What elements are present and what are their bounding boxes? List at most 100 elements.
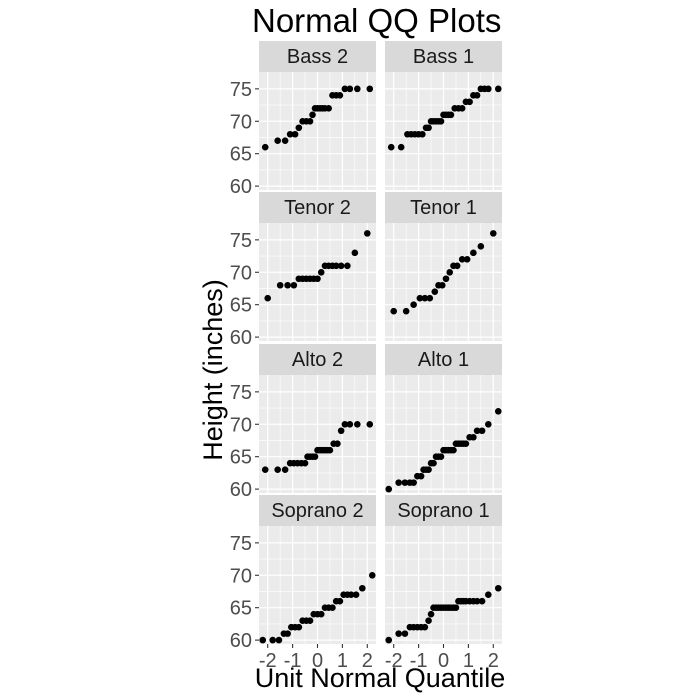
qq-point — [274, 137, 281, 145]
facet-strip-label: Tenor 2 — [284, 197, 351, 219]
qq-point — [317, 268, 325, 276]
qq-point — [401, 479, 409, 486]
qq-point — [489, 230, 497, 237]
facet-panel: Alto 2 60 65 70 75 — [230, 344, 376, 501]
qq-point — [485, 420, 492, 428]
qq-point — [438, 281, 446, 289]
qq-point — [284, 630, 291, 637]
y-tick-label: 70 — [230, 414, 252, 436]
qq-point — [395, 479, 402, 486]
qq-point — [354, 85, 361, 93]
qq-point — [286, 130, 294, 138]
qq-point — [478, 427, 486, 435]
qq-point — [431, 288, 439, 296]
qq-point — [326, 446, 334, 454]
qq-point — [352, 591, 360, 599]
facet-panel: Soprano 1 -2 -1 0 1 2 — [385, 495, 502, 672]
qq-point — [437, 117, 445, 125]
qq-point — [477, 243, 485, 250]
facet-panel: Alto 1 — [385, 344, 502, 493]
qq-point — [463, 256, 471, 263]
y-tick-label: 65 — [230, 447, 252, 469]
y-tick-label: 65 — [230, 144, 252, 166]
qq-point — [426, 294, 434, 302]
qq-point — [309, 111, 316, 119]
qq-point — [269, 636, 276, 644]
facet-strip-label: Alto 2 — [292, 349, 343, 371]
qq-point — [458, 256, 466, 263]
qq-point — [442, 275, 450, 283]
facet-panel: Bass 1 — [385, 41, 502, 190]
y-tick-label: 65 — [230, 598, 252, 620]
qq-point — [351, 249, 359, 257]
x-tick-label: 0 — [312, 650, 323, 672]
qq-point — [317, 610, 325, 618]
y-tick-label: 75 — [230, 533, 252, 555]
x-tick-label: 1 — [463, 650, 474, 672]
qq-point — [462, 440, 470, 448]
qq-point — [452, 604, 460, 611]
facet-strip-label: Alto 1 — [418, 349, 469, 371]
x-tick-label: 0 — [438, 650, 449, 672]
qq-point — [385, 636, 393, 644]
x-tick-label: 1 — [337, 650, 348, 672]
qq-point — [337, 262, 345, 270]
facet-strip — [259, 344, 376, 375]
qq-point — [261, 143, 269, 151]
qq-point — [325, 105, 333, 112]
qq-point — [410, 479, 417, 486]
qq-point — [430, 459, 437, 467]
y-tick-label: 70 — [230, 262, 252, 284]
qq-point — [363, 230, 371, 237]
y-tick-label: 75 — [230, 230, 252, 252]
y-tick-label: 60 — [230, 176, 252, 198]
y-tick-label: 60 — [230, 327, 252, 349]
qq-point — [425, 466, 432, 473]
qq-point — [447, 111, 455, 119]
qq-point — [261, 466, 269, 473]
facet-strip-label: Bass 2 — [287, 46, 348, 68]
qq-point — [274, 466, 281, 473]
y-axis-title: Height (inches) — [198, 279, 228, 461]
qq-point — [354, 420, 361, 428]
facet-strip — [385, 344, 502, 375]
qq-point — [470, 249, 477, 257]
qq-point — [402, 307, 410, 315]
qq-point — [387, 143, 395, 151]
qq-point — [276, 281, 284, 289]
facet-strip — [259, 192, 376, 223]
x-tick-label: -2 — [385, 650, 403, 672]
qq-point — [421, 623, 429, 631]
qq-point — [341, 420, 349, 428]
qq-point — [390, 307, 398, 315]
qq-point — [337, 427, 345, 435]
qq-point — [336, 92, 344, 99]
qq-point — [306, 617, 314, 624]
qq-point — [453, 262, 461, 270]
qq-point — [410, 301, 417, 308]
facet-panel: Soprano 2 60 65 70 75 -2 -1 0 1 2 — [230, 495, 376, 672]
facet-strip-label: Soprano 2 — [271, 500, 363, 522]
qq-point — [385, 485, 393, 493]
qq-point — [470, 433, 477, 441]
y-tick-label: 70 — [230, 565, 252, 587]
y-tick-label: 75 — [230, 79, 252, 101]
x-tick-label: -2 — [259, 650, 277, 672]
qq-point — [301, 459, 309, 467]
qq-point — [416, 294, 424, 302]
facet-panel: Tenor 1 — [385, 192, 502, 341]
qq-point — [275, 636, 283, 644]
qq-point — [290, 281, 298, 289]
facet-strip — [259, 41, 376, 72]
facet-strip — [385, 41, 502, 72]
qq-point — [427, 610, 435, 618]
facet-panel: Tenor 2 60 65 70 75 — [230, 192, 376, 349]
qq-point — [332, 262, 340, 270]
qq-point — [494, 408, 502, 415]
y-tick-label: 70 — [230, 111, 252, 133]
qq-point — [466, 98, 473, 106]
x-tick-label: -1 — [284, 650, 302, 672]
qq-point — [425, 124, 432, 132]
y-tick-label: 65 — [230, 295, 252, 317]
qq-point — [366, 85, 374, 93]
